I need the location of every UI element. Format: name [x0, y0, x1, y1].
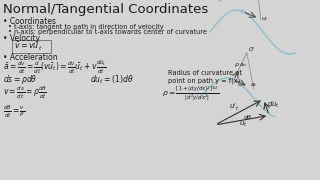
Text: $\rho$: $\rho$	[234, 61, 240, 69]
Text: $a_t$: $a_t$	[250, 82, 258, 89]
Text: • Velocity: • Velocity	[3, 34, 40, 43]
Text: • Acceleration: • Acceleration	[3, 53, 58, 62]
Text: $\bar{v} = v\bar{u}_t$: $\bar{v} = v\bar{u}_t$	[14, 41, 42, 53]
Text: $du_t = (1)d\theta$: $du_t = (1)d\theta$	[90, 73, 133, 85]
Text: $ds = \rho d\theta$: $ds = \rho d\theta$	[3, 73, 37, 86]
Text: $d\theta$: $d\theta$	[243, 113, 253, 121]
Text: $u_t$: $u_t$	[261, 15, 269, 23]
Text: $O'$: $O'$	[248, 45, 256, 54]
Text: $u'_t$: $u'_t$	[229, 102, 240, 113]
Text: $\bar{a} = \frac{dv}{dt} = \frac{d}{dt}(v\bar{u}_t) = \frac{dv}{dt}\bar{u}_t + v: $\bar{a} = \frac{dv}{dt} = \frac{d}{dt}(…	[3, 59, 107, 76]
Text: $\frac{d\theta}{dt} = \frac{v}{\rho}$: $\frac{d\theta}{dt} = \frac{v}{\rho}$	[3, 104, 25, 120]
Text: $u_t$: $u_t$	[239, 120, 248, 129]
Text: • t-axis: tangent to path in direction of velocity: • t-axis: tangent to path in direction o…	[8, 24, 164, 30]
Text: $v = \frac{ds}{dt} = \rho\frac{d\theta}{dt}$: $v = \frac{ds}{dt} = \rho\frac{d\theta}{…	[3, 85, 47, 101]
Text: $du_t$: $du_t$	[268, 99, 280, 109]
Text: $\rho = \frac{[1+(dy/dx)^2]^{3/2}}{|d^2y/dx^2|}$: $\rho = \frac{[1+(dy/dx)^2]^{3/2}}{|d^2y…	[162, 85, 219, 104]
Text: $a_n$: $a_n$	[239, 61, 248, 69]
Text: • Coordinates: • Coordinates	[3, 17, 56, 26]
Text: • n-axis: perpendicular to t-axis towards center of curvature: • n-axis: perpendicular to t-axis toward…	[8, 29, 207, 35]
Text: Normal/Tangential Coordinates: Normal/Tangential Coordinates	[3, 3, 208, 16]
Text: Radius of curvature at
point on path y = f(x): Radius of curvature at point on path y =…	[168, 70, 242, 84]
